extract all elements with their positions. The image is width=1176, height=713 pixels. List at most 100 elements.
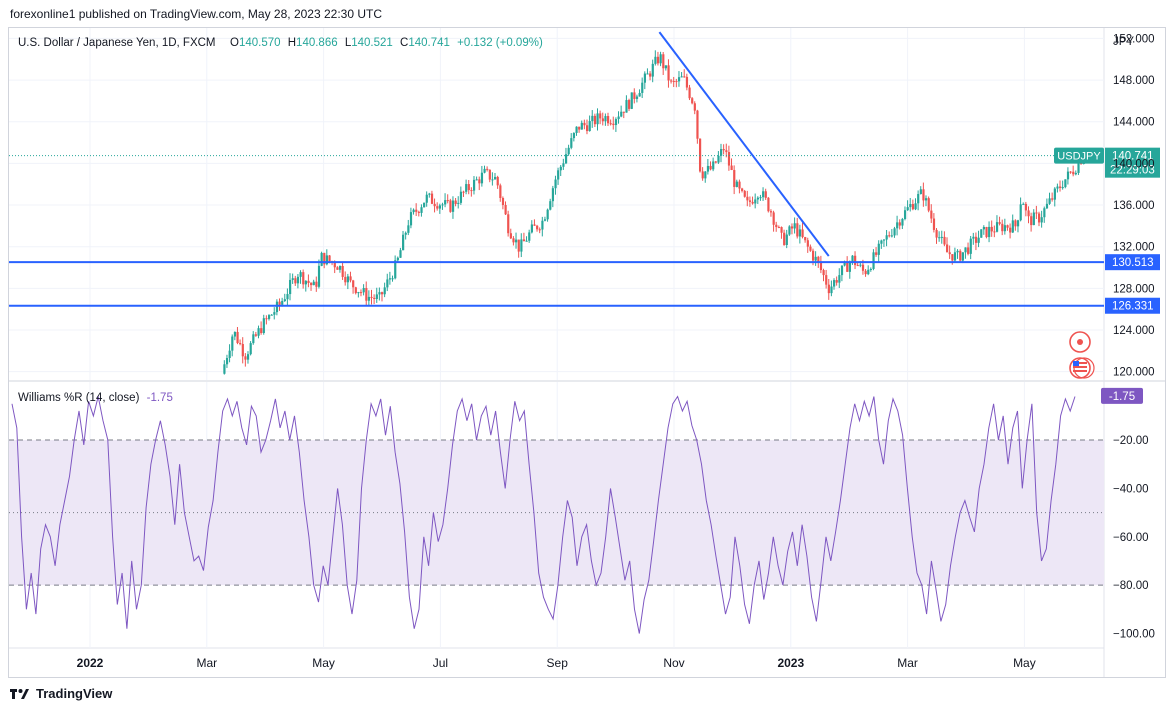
candle-body [814, 256, 817, 261]
williams-line [11, 395, 1076, 634]
candle-body [399, 250, 402, 258]
candle-body [415, 209, 418, 212]
candle-body [564, 154, 568, 164]
candle-body [349, 276, 352, 281]
candle-body [990, 226, 993, 232]
candle-body [1059, 186, 1062, 188]
candle-body [848, 262, 851, 272]
candle-body [683, 76, 686, 78]
candle-body [486, 168, 489, 170]
candle-body [756, 197, 760, 200]
candle-body [974, 236, 978, 243]
candle-body [291, 278, 294, 280]
candle-body [743, 190, 746, 197]
candle-body [494, 176, 497, 180]
candle-body [317, 265, 321, 287]
candle-body [338, 265, 342, 270]
candle-body [969, 238, 972, 254]
candle-body [1051, 198, 1054, 200]
candle-body [446, 200, 449, 202]
candle-body [696, 110, 699, 139]
candle-body [704, 171, 707, 179]
candle-body [730, 165, 733, 171]
candle-body [670, 80, 673, 82]
candle-body [483, 168, 486, 173]
candle-body [867, 269, 870, 275]
candle-body [551, 188, 555, 202]
candle-body [236, 331, 239, 344]
candle-body [751, 201, 754, 204]
williams-tick-label: −40.00 [1113, 483, 1149, 495]
candle-body [930, 210, 933, 219]
candle-body [722, 149, 725, 151]
candle-body [649, 73, 652, 77]
candle-body [972, 236, 975, 239]
us-flag-icon[interactable] [1069, 357, 1095, 379]
candle-body [638, 92, 641, 97]
candle-body [580, 122, 583, 130]
candle-body [656, 56, 660, 64]
candle-body [725, 150, 728, 153]
candle-body [549, 201, 552, 210]
candle-body [677, 77, 681, 82]
candle-body [911, 204, 915, 210]
williams-band [9, 439, 1104, 586]
candle-body [833, 280, 836, 287]
candle-body [914, 203, 917, 210]
candle-body [720, 149, 723, 156]
x-tick-label: May [1013, 656, 1036, 670]
candle-body [362, 288, 365, 293]
candle-body [1048, 198, 1051, 204]
indicator-legend: Williams %R (14, close) -1.75 [18, 392, 173, 404]
candle-body [869, 268, 873, 270]
candle-body [470, 190, 473, 192]
candle-body [854, 255, 857, 266]
candle-body [346, 276, 350, 283]
candle-body [628, 100, 631, 109]
candle-body [646, 73, 649, 75]
candle-body [885, 235, 888, 240]
candle-body [617, 116, 620, 120]
candle-body [1001, 223, 1004, 232]
candle-body [436, 206, 439, 209]
candle-body [953, 252, 957, 261]
candle-body [932, 218, 936, 230]
candle-body [1074, 172, 1077, 175]
candle-body [520, 239, 523, 252]
footer-brand: TradingView [36, 686, 113, 701]
candle-body [459, 191, 463, 203]
support-price-text: 126.331 [1112, 301, 1154, 313]
candle-body [323, 252, 326, 265]
candle-body [872, 252, 875, 269]
candle-body [357, 292, 360, 294]
candle-body [559, 166, 562, 171]
candle-body [777, 227, 781, 229]
candle-body [367, 296, 371, 301]
candle-body [465, 184, 468, 192]
candle-body [746, 196, 749, 201]
candle-body [591, 115, 594, 122]
candle-body [859, 264, 862, 266]
x-tick-label: Sep [547, 656, 569, 670]
candle-body [575, 126, 578, 133]
candle-body [593, 115, 597, 125]
candle-body [433, 203, 436, 207]
candle-body [793, 223, 796, 229]
candle-body [917, 194, 920, 204]
candle-body [864, 270, 867, 275]
candle-body [924, 198, 928, 201]
candle-body [1006, 225, 1009, 228]
candle-body [278, 301, 281, 305]
candle-body [515, 239, 518, 243]
candle-body [307, 280, 310, 283]
price-tick-label: 136.000 [1113, 200, 1155, 212]
candle-body [630, 92, 633, 109]
event-marker-icon[interactable] [1069, 331, 1091, 353]
candle-body [622, 111, 625, 113]
candle-body [938, 237, 941, 239]
candle-body [625, 100, 628, 113]
candle-body [1040, 217, 1043, 223]
candle-body [927, 198, 930, 211]
candle-body [735, 181, 738, 187]
